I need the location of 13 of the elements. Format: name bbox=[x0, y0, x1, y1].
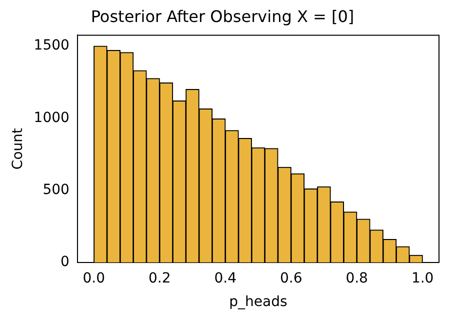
x-tick-label: 1.0 bbox=[411, 270, 434, 286]
y-axis-title: Count bbox=[10, 128, 26, 170]
y-tick-label: 500 bbox=[42, 182, 70, 198]
y-tick-label: 0 bbox=[60, 254, 70, 270]
x-tick-label: 0.8 bbox=[346, 270, 368, 286]
y-tick-label: 1000 bbox=[34, 110, 70, 126]
x-tick-label: 0.0 bbox=[82, 270, 105, 286]
chart-title: Posterior After Observing X = [0] bbox=[90, 6, 354, 26]
x-tick-label: 0.6 bbox=[280, 270, 302, 286]
x-tick-label: 0.2 bbox=[148, 270, 171, 286]
x-axis-title: p_heads bbox=[229, 294, 288, 310]
y-tick-label: 1500 bbox=[34, 38, 70, 54]
x-tick-label: 0.4 bbox=[214, 270, 237, 286]
